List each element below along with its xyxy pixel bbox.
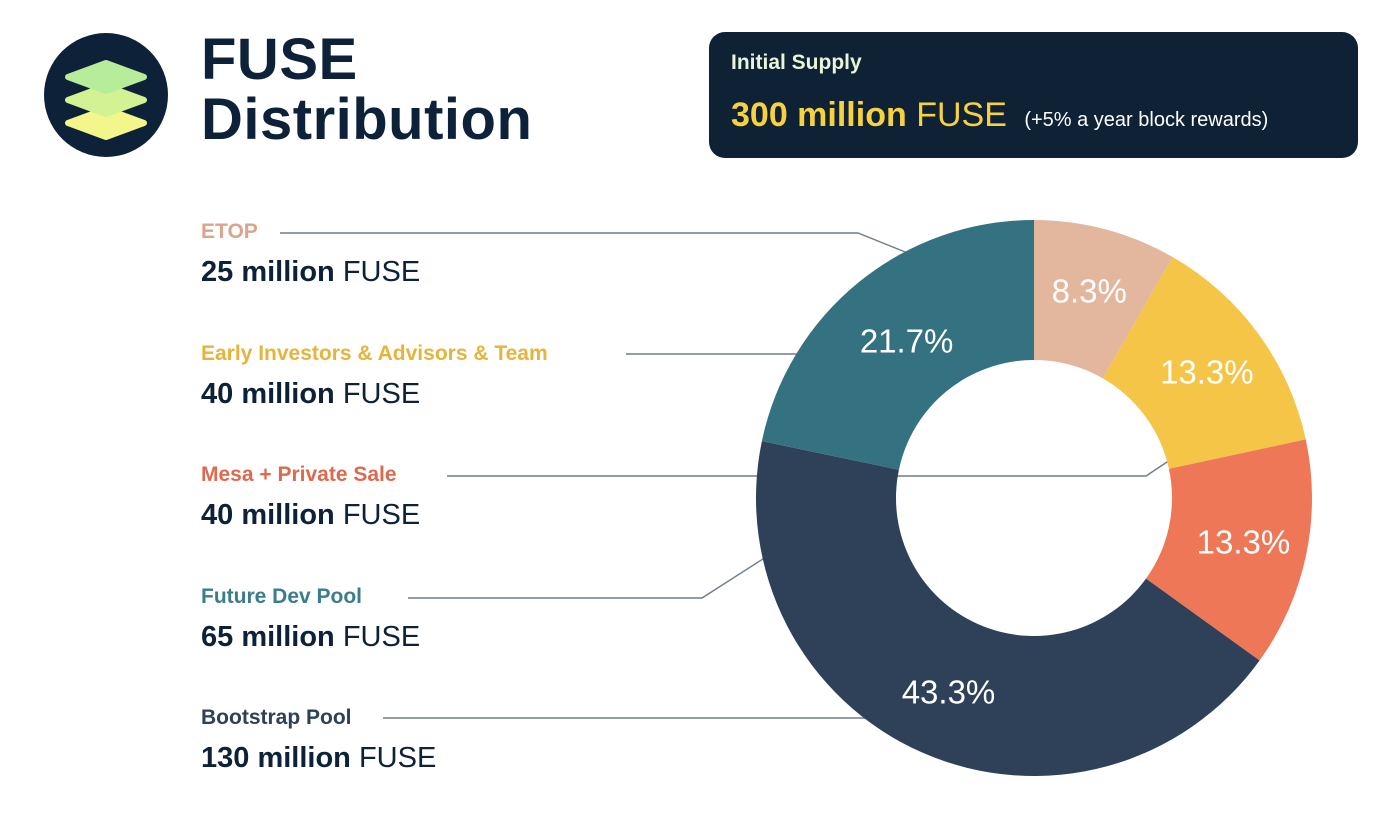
logo <box>44 33 168 157</box>
slice-bootstrap-pool <box>755 441 1260 777</box>
legend-unit: FUSE <box>342 621 421 653</box>
data-label-future-dev-pool: 21.7% <box>860 323 954 360</box>
legend-unit: FUSE <box>358 742 437 774</box>
legend-name: Early Investors & Advisors & Team <box>201 342 548 365</box>
slice-early-investors <box>1102 257 1306 469</box>
legend-amount-line: 40 million FUSE <box>201 499 420 532</box>
data-label-etop: 8.3% <box>1052 273 1127 310</box>
data-label-mesa-private-sale: 13.3% <box>1197 523 1291 560</box>
initial-supply-amount: 300 million <box>731 96 907 134</box>
legend-item-future-dev-pool: Future Dev Pool 65 million FUSE <box>201 585 420 654</box>
initial-supply-label: Initial Supply <box>731 51 862 74</box>
legend-name: ETOP <box>201 220 258 243</box>
title-line-1: FUSE <box>201 27 358 92</box>
legend-name: Mesa + Private Sale <box>201 463 397 486</box>
legend-item-bootstrap-pool: Bootstrap Pool 130 million FUSE <box>201 706 436 775</box>
page-title: FUSE Distribution <box>201 30 532 150</box>
stacked-layers-icon <box>65 60 147 140</box>
initial-supply-note: (+5% a year block rewards) <box>1024 109 1269 131</box>
legend-item-etop: ETOP 25 million FUSE <box>201 220 420 289</box>
legend-amount-line: 25 million FUSE <box>201 256 420 289</box>
legend-name: Bootstrap Pool <box>201 706 352 729</box>
legend-item-early-investors: Early Investors & Advisors & Team 40 mil… <box>201 342 548 411</box>
legend-amount-line: 130 million FUSE <box>201 742 436 775</box>
legend-amount: 130 million <box>201 742 351 774</box>
legend-amount: 65 million <box>201 621 335 653</box>
legend-amount-line: 65 million FUSE <box>201 621 420 654</box>
legend-item-mesa-private-sale: Mesa + Private Sale 40 million FUSE <box>201 463 420 532</box>
slice-future-dev-pool <box>761 220 1034 470</box>
initial-supply-unit: FUSE <box>916 96 1007 134</box>
slice-mesa-private-sale <box>1145 439 1313 661</box>
data-label-bootstrap-pool: 43.3% <box>902 673 996 710</box>
legend-amount-line: 40 million FUSE <box>201 378 548 411</box>
initial-supply-panel: Initial Supply 300 million FUSE (+5% a y… <box>709 32 1358 158</box>
title-line-2: Distribution <box>201 87 533 152</box>
initial-supply-value: 300 million FUSE (+5% a year block rewar… <box>731 96 1268 135</box>
legend-unit: FUSE <box>342 499 421 531</box>
legend-amount: 40 million <box>201 378 335 410</box>
data-label-early-investors: 13.3% <box>1160 353 1254 390</box>
legend-unit: FUSE <box>342 256 421 288</box>
slice-etop <box>1034 220 1173 379</box>
legend-unit: FUSE <box>342 378 421 410</box>
legend-amount: 25 million <box>201 256 335 288</box>
legend-amount: 40 million <box>201 499 335 531</box>
legend-name: Future Dev Pool <box>201 585 363 608</box>
